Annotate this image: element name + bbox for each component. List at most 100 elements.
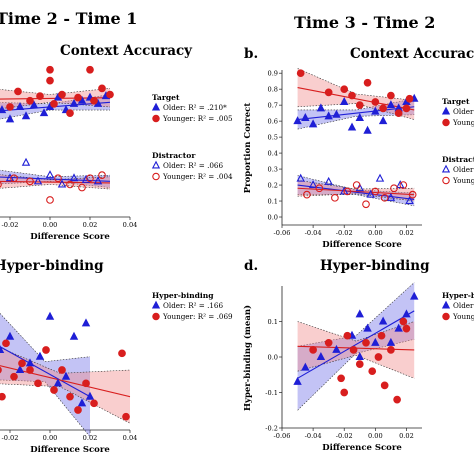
data-point-younger — [393, 395, 401, 404]
data-point-older — [405, 196, 414, 205]
data-point-older — [378, 316, 388, 325]
data-point-older — [69, 331, 79, 340]
panel-d: Hyper-binding d. -0.06 -0.04 -0.02 0.00 0.02 -0… — [242, 258, 474, 453]
band-lower-bound — [297, 354, 415, 379]
data-point-older — [355, 352, 364, 361]
data-point-younger — [66, 180, 74, 189]
data-point-younger — [380, 193, 389, 202]
data-point-younger — [331, 193, 339, 202]
x-tick-label: 0.00 — [43, 434, 58, 442]
data-point-older — [45, 170, 55, 179]
panel-a: Context Accuracy -0.02 0.00 0.02 0.04 Differe… — [0, 43, 233, 242]
data-point-younger — [50, 386, 58, 394]
data-point-younger — [86, 65, 94, 74]
data-point-younger — [58, 90, 66, 99]
data-point-older — [324, 111, 333, 120]
y-tick-label: -0.2 — [265, 424, 278, 432]
data-point-older — [57, 179, 67, 188]
data-point-older — [371, 337, 380, 346]
fit-line-younger — [297, 187, 415, 196]
legend-label: Younger: R² = .069 — [162, 312, 233, 321]
y-tick-label: 0.5 — [268, 133, 279, 141]
x-tick-label: 0.00 — [368, 432, 383, 440]
panel-title: Hyper-binding — [320, 258, 430, 274]
data-point-younger — [98, 84, 106, 93]
legend-label: Older — [453, 301, 474, 310]
data-point-younger — [42, 346, 50, 354]
data-points — [293, 69, 419, 209]
data-point-younger — [363, 78, 372, 87]
data-point-older — [347, 122, 357, 131]
data-point-younger — [34, 379, 42, 388]
band-lower-bound — [297, 103, 415, 120]
legend-marker-younger — [442, 312, 450, 321]
band-upper-bound — [0, 313, 91, 363]
x-tick-label: -0.02 — [2, 434, 19, 442]
band-lower-bound — [0, 180, 111, 188]
legend-label: Younger: R² = .005 — [162, 114, 233, 123]
data-points — [293, 291, 419, 404]
y-tick-label: 0.3 — [268, 165, 279, 173]
data-point-older — [316, 103, 326, 112]
fit-line-older — [0, 176, 111, 182]
data-point-younger — [309, 346, 317, 354]
legend-label: Older: R² = .210* — [163, 103, 227, 112]
x-tick-label: 0.00 — [368, 229, 383, 237]
x-tick-label: -0.04 — [305, 432, 322, 440]
data-points — [0, 65, 114, 204]
data-point-younger — [26, 96, 34, 105]
data-point-older — [77, 398, 87, 407]
data-point-younger — [362, 338, 370, 347]
legend-heading: Hyper-b — [442, 291, 474, 300]
data-point-younger — [355, 101, 364, 110]
legend-marker-older — [441, 106, 451, 115]
data-point-older — [5, 114, 15, 123]
data-point-older — [378, 116, 388, 125]
data-point-younger — [387, 91, 395, 100]
x-tick-label: 0.04 — [123, 434, 138, 442]
band-upper-bound — [297, 175, 415, 194]
x-tick-label: -0.06 — [274, 432, 291, 440]
data-point-older — [308, 180, 318, 189]
fit-line-older — [297, 184, 415, 200]
data-point-younger — [6, 103, 14, 111]
legend-marker-older — [151, 160, 161, 169]
y-tick-label: 0.8 — [268, 85, 279, 93]
data-point-younger — [98, 171, 106, 179]
x-tick-label: -0.02 — [336, 432, 353, 440]
band-lower-bound — [297, 193, 415, 202]
data-point-older — [93, 176, 103, 185]
y-tick-label: 0.0 — [268, 213, 279, 221]
data-point-younger — [362, 200, 370, 209]
data-point-older — [340, 186, 349, 195]
data-point-older — [366, 189, 375, 198]
data-point-older — [396, 180, 405, 189]
data-point-older — [35, 351, 45, 360]
legend: TargetOlderYoungerDistractorOlderYounger — [441, 97, 474, 185]
data-point-older — [324, 176, 333, 185]
data-point-younger — [74, 93, 82, 102]
data-point-older — [394, 323, 403, 332]
data-point-older — [340, 96, 349, 105]
fit-line-younger — [0, 365, 131, 398]
panel-c: Hyper-binding -0.02 0.00 0.02 0.04 Difference… — [0, 258, 233, 455]
data-point-younger — [0, 366, 2, 374]
data-point-older — [332, 344, 341, 353]
data-point-older — [332, 109, 341, 118]
legend-marker-older — [441, 164, 451, 173]
fit-line-older — [0, 346, 91, 398]
data-point-older — [15, 365, 25, 374]
legend-marker-older — [151, 102, 161, 111]
data-point-older — [402, 309, 411, 318]
data-point-older — [61, 371, 71, 380]
data-point-younger — [106, 90, 114, 99]
data-point-younger — [399, 317, 408, 326]
data-point-older — [15, 101, 25, 110]
data-point-younger — [10, 174, 18, 183]
band-lower-bound — [297, 339, 415, 411]
x-tick-label: -0.02 — [2, 221, 19, 229]
confidence-band-older — [297, 282, 415, 411]
x-axis-label: Difference Score — [322, 443, 402, 453]
legend-label: Older — [453, 107, 474, 116]
